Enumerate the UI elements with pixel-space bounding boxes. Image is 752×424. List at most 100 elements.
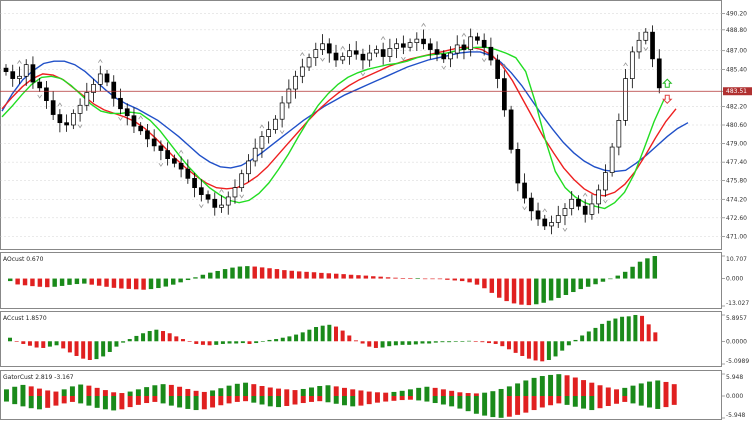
candle-body bbox=[603, 172, 608, 191]
ao-bar bbox=[111, 278, 117, 288]
candle bbox=[353, 41, 359, 60]
candle-body bbox=[656, 58, 662, 89]
gator-down-bar bbox=[655, 396, 661, 409]
current-price-label: 483.51 bbox=[726, 88, 747, 95]
candle-body bbox=[37, 81, 43, 89]
ao-histogram bbox=[8, 256, 658, 306]
price-axis-label: 471.00 bbox=[726, 233, 747, 240]
candle bbox=[629, 46, 635, 89]
candle bbox=[30, 56, 36, 89]
ac-bar bbox=[61, 341, 66, 349]
gator-down-bar bbox=[432, 396, 438, 404]
ao-bar bbox=[126, 278, 131, 289]
candle bbox=[522, 173, 527, 204]
candle-body bbox=[158, 145, 164, 151]
candle bbox=[488, 37, 494, 66]
price-axis-label: 482.20 bbox=[726, 103, 747, 110]
ac-bar bbox=[653, 332, 658, 342]
ao-bar bbox=[356, 275, 361, 279]
alligator-lips-line bbox=[1, 46, 665, 210]
gator-up-bar bbox=[36, 388, 42, 396]
ao-bar bbox=[171, 278, 176, 285]
gator-down-bar bbox=[391, 396, 397, 401]
candle bbox=[57, 109, 63, 133]
gator-down-bar bbox=[589, 396, 595, 411]
candle bbox=[555, 205, 561, 228]
candle-body bbox=[252, 147, 258, 162]
ac-bar bbox=[41, 341, 46, 348]
gator-up-bar bbox=[506, 386, 512, 396]
gator-up-bar bbox=[218, 388, 224, 396]
fractal-arrow-icon bbox=[522, 206, 527, 211]
ac-histogram bbox=[8, 314, 658, 362]
ao-bar bbox=[133, 278, 139, 290]
ac-bar bbox=[154, 329, 159, 342]
ao-bar bbox=[415, 278, 420, 279]
candle bbox=[656, 49, 662, 94]
ac-bar bbox=[453, 341, 458, 342]
candle bbox=[64, 114, 69, 132]
ac-bar bbox=[440, 341, 445, 343]
candle-body bbox=[515, 149, 521, 184]
candle bbox=[50, 91, 56, 121]
gator-down-bar bbox=[333, 396, 339, 404]
candle-body bbox=[212, 198, 218, 208]
candle-body bbox=[569, 198, 575, 209]
gator-down-bar bbox=[53, 396, 59, 406]
gator-down-bar bbox=[20, 396, 26, 407]
gator-down-bar bbox=[498, 396, 504, 418]
gator-down-bar bbox=[127, 396, 133, 408]
ac-pane[interactable]: ACcust 1.8570 5.8957 0.0000 -5.0989 bbox=[0, 311, 750, 367]
ac-bar bbox=[620, 316, 625, 342]
gator-down-bar bbox=[622, 396, 628, 402]
gator-down-bar bbox=[647, 396, 652, 408]
ac-bar bbox=[560, 341, 565, 351]
gator-down-bar bbox=[564, 396, 570, 405]
gator-down-bar bbox=[350, 396, 356, 407]
gator-down-bar bbox=[160, 396, 166, 404]
ac-bar bbox=[14, 341, 19, 342]
gator-down-bar bbox=[597, 396, 603, 409]
ao-pane[interactable]: AOcust 0.670 10.707 0.000 -13.027 bbox=[0, 252, 750, 309]
candle-body bbox=[481, 39, 487, 48]
ac-bar bbox=[161, 331, 166, 342]
price-axis-label: 490.20 bbox=[726, 11, 747, 18]
gator-up-bar bbox=[193, 390, 199, 396]
candle-body bbox=[333, 52, 339, 61]
candle bbox=[131, 107, 137, 134]
gator-down-bar bbox=[36, 396, 42, 410]
candle bbox=[205, 190, 211, 204]
ac-bar bbox=[81, 341, 86, 359]
gator-up-bar bbox=[177, 386, 183, 396]
gator-down-bar bbox=[259, 396, 265, 405]
candle-body bbox=[421, 38, 426, 45]
candle bbox=[91, 78, 96, 103]
gator-up-bar bbox=[449, 390, 455, 396]
gator-down-bar bbox=[102, 396, 108, 410]
fractal-arrow-icon bbox=[57, 102, 63, 107]
gator-up-bar bbox=[440, 389, 446, 396]
ac-bar bbox=[420, 341, 425, 344]
ao-bar bbox=[326, 273, 332, 279]
alligator-jaw-line bbox=[1, 51, 689, 173]
gator-down-bar bbox=[28, 396, 34, 409]
ac-bar bbox=[340, 330, 345, 342]
gator-up-bar bbox=[135, 389, 141, 396]
price-axis-label: 479.00 bbox=[726, 141, 747, 148]
fractal-arrow-icon bbox=[401, 56, 406, 61]
candle-body bbox=[259, 136, 265, 149]
candle bbox=[528, 192, 534, 221]
candle bbox=[454, 35, 460, 59]
candle-body bbox=[326, 43, 332, 54]
ac-bar bbox=[506, 341, 511, 350]
fractal-arrow-icon bbox=[198, 204, 204, 209]
gator-down-bar bbox=[506, 396, 512, 417]
gator-pane[interactable]: GatorCust 2.819 -3.167 5.948 0.000 -5.948 bbox=[0, 370, 746, 420]
candle bbox=[313, 42, 319, 66]
gator-up-bar bbox=[86, 385, 92, 396]
price-pane[interactable]: 490.20 488.80 487.00 485.40 482.20 480.60 479.… bbox=[0, 0, 752, 250]
ac-bar bbox=[480, 341, 485, 343]
candle bbox=[374, 45, 379, 58]
